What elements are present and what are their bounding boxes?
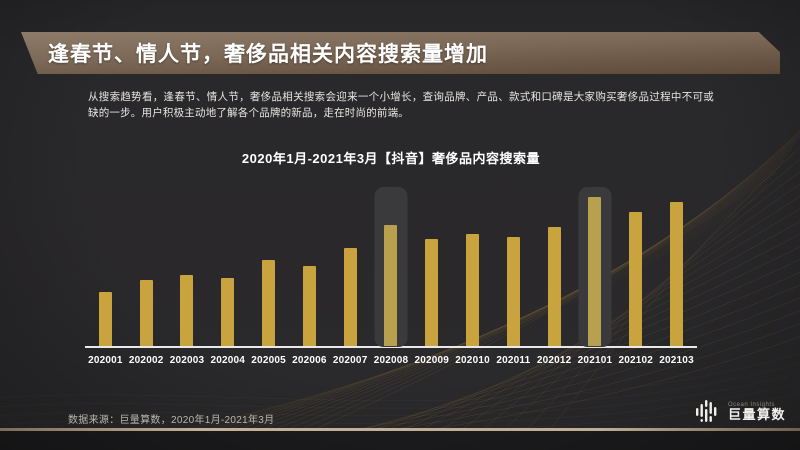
bar-202010 (466, 234, 480, 346)
bar-202002 (139, 280, 153, 346)
slide-title: 逢春节、情人节，奢侈品相关内容搜索量增加 (48, 43, 488, 66)
bar-slot-202007 (330, 187, 371, 346)
x-axis-label-202002: 202002 (128, 355, 164, 366)
chart-x-labels: 202001 202002 202003 202004 202005 202006 2020… (85, 355, 697, 366)
x-axis-label-202007: 202007 (332, 355, 368, 366)
bar-202103 (670, 201, 684, 346)
title-banner: 逢春节、情人节，奢侈品相关内容搜索量增加 (21, 32, 780, 74)
x-axis-label-202003: 202003 (169, 355, 205, 366)
bar-slot-202001 (85, 187, 126, 346)
bar-slot-202005 (248, 187, 289, 346)
brand-name-en: Ocean Insights (727, 401, 776, 408)
x-axis-label-202009: 202009 (414, 355, 450, 366)
bar-202011 (506, 237, 520, 346)
bar-slot-202103 (656, 187, 697, 346)
x-axis-label-202102: 202102 (618, 355, 654, 366)
footer-separator-line (0, 428, 800, 431)
bar-202005 (262, 259, 276, 346)
bar-slot-202008 (371, 187, 412, 347)
x-axis-label-202005: 202005 (251, 355, 286, 366)
x-axis-label-202001: 202001 (88, 355, 123, 366)
bar-202001 (98, 292, 112, 346)
x-axis-label-202006: 202006 (292, 355, 327, 366)
bar-202009 (425, 238, 439, 346)
bar-slot-202102 (615, 187, 656, 346)
bar-202102 (629, 211, 643, 346)
data-source-note: 数据来源：巨量算数，2020年1月-2021年3月 (68, 415, 275, 426)
footer-band (0, 431, 800, 450)
bar-202008 (384, 225, 398, 346)
equalizer-circle-logo-icon (695, 400, 717, 422)
bar-202012 (547, 226, 561, 346)
chart-title: 2020年1月-2021年3月【抖音】奢侈品内容搜索量 (241, 151, 541, 166)
x-axis-label-202004: 202004 (210, 355, 246, 366)
x-axis-label-202008: 202008 (373, 355, 409, 366)
x-axis-label-202103: 202103 (659, 355, 694, 366)
bar-202007 (343, 247, 357, 346)
slide-description: 从搜索趋势看，逢春节、情人节，奢侈品相关搜索会迎来一个小增长，查询品牌、产品、款… (88, 91, 714, 120)
bar-slot-202012 (534, 187, 575, 346)
bar-slot-202009 (411, 187, 452, 346)
bar-slot-202003 (167, 187, 208, 346)
bar-slot-202002 (126, 187, 167, 346)
brand-logo: Ocean Insights 巨量算数 (695, 399, 786, 425)
bar-slot-202010 (452, 187, 493, 346)
bar-202003 (180, 274, 194, 346)
bar-202101 (588, 197, 602, 346)
x-axis-label-202011: 202011 (496, 355, 531, 366)
x-axis-label-202101: 202101 (577, 355, 613, 366)
bar-slot-202006 (289, 187, 330, 346)
bar-slot-202004 (207, 187, 248, 346)
bar-202004 (221, 277, 235, 346)
bar-chart: 202001 202002 202003 202004 202005 202006 2020… (85, 187, 697, 366)
chart-plot (85, 187, 697, 348)
brand-name-cn: 巨量算数 (727, 407, 786, 423)
bar-slot-202101 (575, 187, 616, 347)
bar-202006 (302, 265, 316, 346)
bar-slot-202011 (493, 187, 534, 346)
x-axis-label-202012: 202012 (536, 355, 572, 366)
brand-logo-text: Ocean Insights 巨量算数 (728, 402, 786, 423)
x-axis-label-202010: 202010 (455, 355, 490, 366)
